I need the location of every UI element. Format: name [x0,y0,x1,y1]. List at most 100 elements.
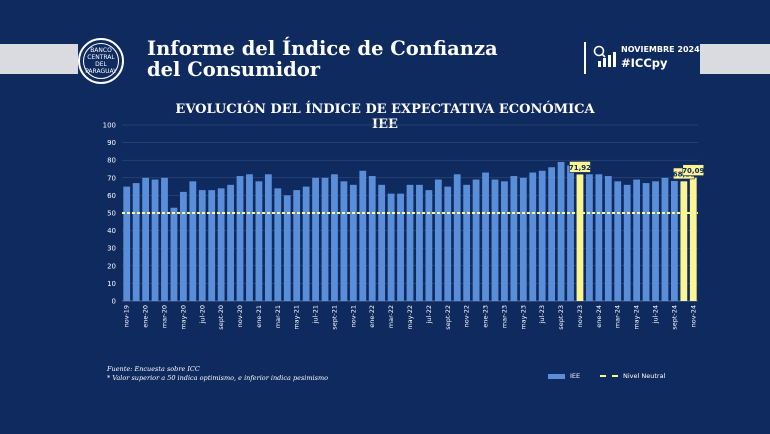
bar [246,174,253,301]
bar [670,180,678,301]
bar [264,174,272,301]
report-date: NOVIEMBRE 2024 [621,45,700,54]
x-tick-label: sept-24 [670,305,678,330]
x-tick-label: sept-21 [330,305,338,330]
x-tick-label: nov-20 [236,305,244,327]
bar [472,179,480,301]
bar [179,191,187,301]
bar [416,184,423,301]
bar [397,193,404,301]
x-tick-label: ene-22 [368,305,376,328]
bar [123,186,131,301]
bar [208,190,216,301]
bar [349,184,357,301]
legend-label-iee: IEE [570,372,581,380]
x-tick-label: sept-23 [557,305,565,330]
bar [161,177,168,301]
x-tick-label: mar-20 [160,305,168,328]
data-label-box [569,161,591,173]
x-tick-label: may-21 [293,305,301,330]
y-tick-label: 80 [107,157,116,165]
bar [170,207,178,301]
bar [312,177,319,301]
header-stripe-left [0,44,78,74]
report-hashtag: #ICCpy [621,56,668,70]
page-title: Informe del Índice de Confianza del Cons… [147,38,498,80]
y-tick-label: 10 [107,280,116,288]
bar [642,183,650,301]
bar [510,176,518,301]
bar-highlighted [689,177,697,301]
bar [387,193,395,301]
bar [557,161,565,301]
bar [463,184,471,301]
bar [519,177,527,301]
y-tick-label: 20 [107,262,116,270]
x-tick-label: mar-23 [500,305,508,328]
bar [302,186,310,301]
bar [434,179,442,301]
chart-title-line2: IEE [372,117,398,132]
bar [529,172,537,301]
x-tick-label: jul-23 [538,305,546,324]
y-tick-label: 90 [107,139,116,147]
legend-item-iee: IEE [548,372,580,380]
source-text: Fuente: Encuesta sobre ICC [107,365,200,373]
bar [227,184,234,301]
bar [340,181,348,301]
seal-text: BANCO CENTRAL DEL PARAGUAY [83,43,119,79]
chart-title: EVOLUCIÓN DEL ÍNDICE DE EXPECTATIVA ECON… [0,102,770,132]
data-label: 70,09 [682,167,704,175]
bar [652,181,659,301]
legend-swatch-line [600,375,618,377]
x-tick-label: nov-24 [689,305,697,327]
note-text: * Valor superior a 50 indica optimismo, … [107,374,329,382]
x-tick-label: mar-24 [614,305,622,328]
bar [425,190,433,301]
bar [142,177,150,301]
chart-title-line1: EVOLUCIÓN DEL ÍNDICE DE EXPECTATIVA ECON… [175,102,595,117]
y-tick-label: 50 [107,210,116,218]
bar [132,183,140,301]
bar [595,174,603,301]
bar [406,184,414,301]
bar [189,181,197,301]
x-tick-label: jul-24 [652,305,660,324]
x-tick-label: jul-21 [312,305,320,324]
bar-highlighted [576,174,584,301]
bar [331,174,338,301]
x-tick-label: sept-22 [444,305,452,330]
data-label: 71,92 [569,164,591,172]
x-tick-label: nov-22 [463,305,471,327]
x-tick-label: may-24 [633,305,641,330]
x-tick-label: mar-21 [274,305,282,328]
x-tick-label: jul-20 [198,305,206,324]
bar [482,172,489,301]
bar [321,177,329,301]
bar [633,179,641,301]
chart-footnote: Fuente: Encuesta sobre ICC * Valor super… [107,365,328,383]
x-tick-label: ene-24 [595,305,603,328]
bar [236,176,244,301]
y-tick-label: 70 [107,174,116,182]
page-title-line1: Informe del Índice de Confianza [147,37,498,60]
page-title-line2: del Consumidor [147,58,321,81]
y-tick-label: 40 [107,227,116,235]
bar [283,195,291,301]
legend-swatch-bar [548,373,565,379]
bar [538,170,546,301]
bar [359,170,367,301]
y-tick-label: 30 [107,245,116,253]
bar [567,165,574,301]
bar [623,184,631,301]
x-tick-label: mar-22 [387,305,395,328]
bar [491,179,499,301]
legend-label-neutral: Nivel Neutral [623,372,666,380]
x-tick-label: may-23 [519,305,527,330]
bar [198,190,206,301]
bar [614,181,622,301]
bar [586,174,593,301]
bar [548,167,556,301]
